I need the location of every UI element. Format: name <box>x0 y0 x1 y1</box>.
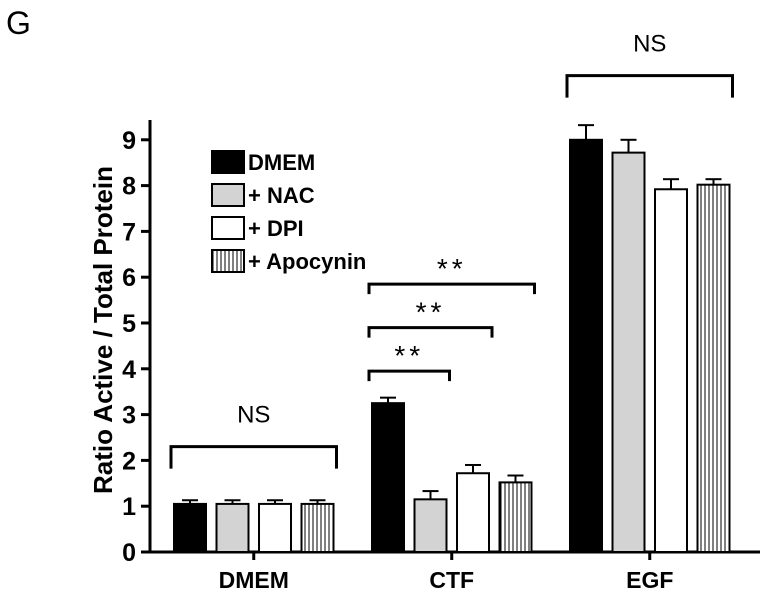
significance-label: NS <box>633 31 666 58</box>
y-axis-ticks: 0 1 2 3 4 5 6 7 8 9 <box>122 127 150 567</box>
y-tick-label: 3 <box>122 402 136 430</box>
bar <box>654 188 688 553</box>
significance-label: ** <box>394 340 424 371</box>
y-tick-label: 0 <box>122 539 136 567</box>
legend-label: DMEM <box>248 150 315 175</box>
bar <box>173 502 207 554</box>
significance-label: ** <box>416 297 446 328</box>
legend: DMEM + NAC + DPI + Apocynin <box>211 150 366 274</box>
bar <box>371 402 405 553</box>
bar <box>696 183 731 554</box>
bar <box>258 502 292 554</box>
bars <box>173 138 731 554</box>
y-tick-label: 8 <box>122 173 136 201</box>
legend-swatch <box>211 249 245 273</box>
y-tick-label: 6 <box>122 264 136 292</box>
bar <box>569 138 603 554</box>
significance-label: ** <box>437 253 467 284</box>
significance-bracket <box>565 74 734 98</box>
panel-label: G <box>6 5 31 41</box>
y-tick-label: 9 <box>122 127 136 155</box>
bar <box>498 481 533 553</box>
x-axis-labels: DMEM CTF EGF <box>219 552 673 593</box>
significance-bracket <box>367 326 494 338</box>
legend-label: + DPI <box>248 216 304 241</box>
bar <box>300 502 335 554</box>
bar <box>215 502 250 554</box>
significance-label: NS <box>237 402 270 429</box>
significance-bracket <box>169 445 338 469</box>
significance-annotations: NS ** ** ** NS <box>169 31 734 469</box>
significance-bracket <box>367 282 536 295</box>
bar <box>413 498 448 553</box>
x-tick-label: EGF <box>626 567 673 593</box>
error-bars <box>182 124 722 504</box>
legend-label: + Apocynin <box>248 249 366 274</box>
legend-swatch <box>211 216 245 240</box>
bar <box>456 472 490 553</box>
legend-label: + NAC <box>248 183 315 208</box>
y-tick-label: 5 <box>122 310 136 338</box>
y-tick-label: 7 <box>122 218 136 246</box>
significance-bracket <box>367 369 451 382</box>
y-tick-label: 2 <box>122 447 136 475</box>
y-axis-label: Ratio Active / Total Protein <box>88 166 118 494</box>
y-tick-label: 1 <box>122 493 136 521</box>
bar <box>611 151 646 553</box>
y-tick-label: 4 <box>122 356 136 384</box>
legend-swatch <box>211 183 245 207</box>
x-tick-label: DMEM <box>219 567 289 593</box>
legend-swatch <box>211 150 245 174</box>
x-tick-label: CTF <box>429 567 474 593</box>
